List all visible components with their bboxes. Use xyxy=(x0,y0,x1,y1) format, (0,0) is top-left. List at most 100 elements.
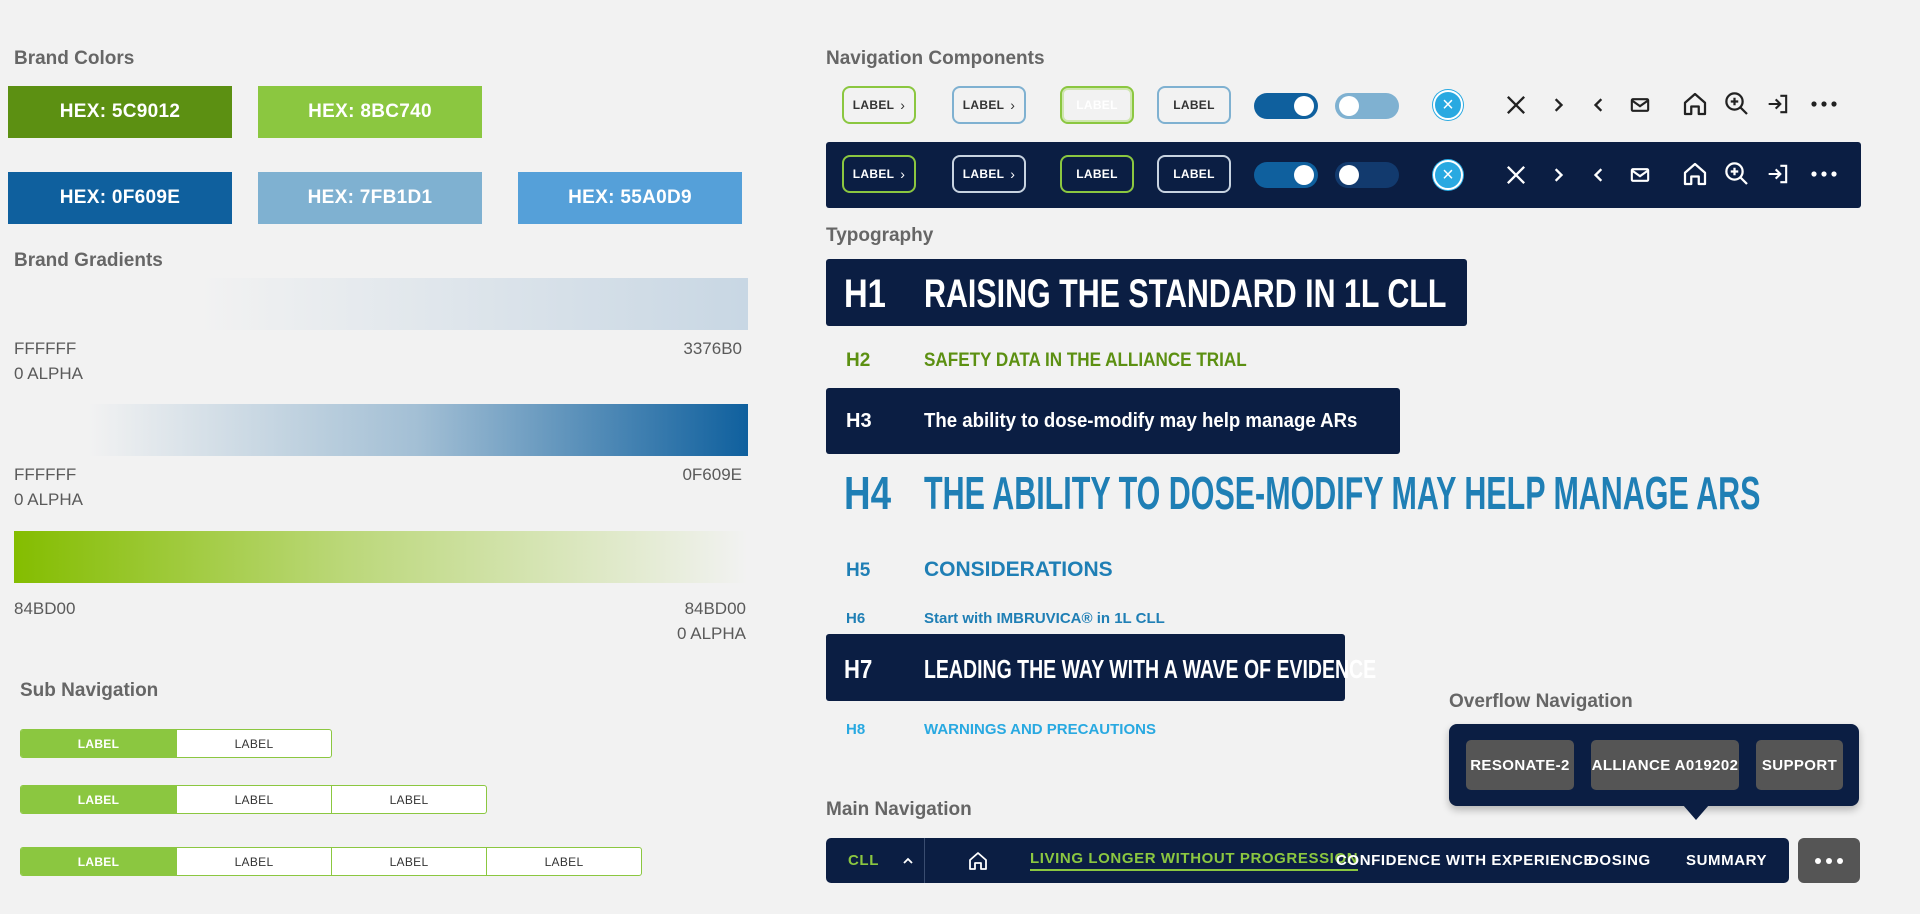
color-swatch-55a0d9: HEX: 55A0D9 xyxy=(518,172,742,224)
overflow-item-resonate-2[interactable]: RESONATE-2 xyxy=(1466,740,1574,790)
gradient-from-label: FFFFFF 0 ALPHA xyxy=(14,339,83,383)
exit-icon[interactable] xyxy=(1764,90,1792,118)
h8-tag: H8 xyxy=(846,721,866,738)
main-nav-item-summary[interactable]: SUMMARY xyxy=(1686,852,1768,869)
h1-sample-bar xyxy=(826,259,1467,326)
close-icon[interactable] xyxy=(1502,161,1530,189)
h2-tag: H2 xyxy=(846,350,871,371)
main-nav-bar: CLL LIVING LONGER WITHOUT PROGRESSION CO… xyxy=(826,838,1789,883)
divider xyxy=(924,838,925,883)
gradient-from-label: FFFFFF 0 ALPHA xyxy=(14,465,83,509)
label-button-green-chevron[interactable]: LABEL › xyxy=(842,86,916,124)
typography-title: Typography xyxy=(826,225,934,246)
chevron-right-icon: › xyxy=(1010,97,1016,113)
h3-tag: H3 xyxy=(846,410,872,432)
h7-sample-text: LEADING THE WAY WITH A WAVE OF EVIDENCE xyxy=(924,654,1377,684)
sub-nav-tab[interactable]: LABEL xyxy=(331,786,486,813)
home-icon[interactable] xyxy=(1680,89,1710,119)
label-button-white-dark[interactable]: LABEL xyxy=(1157,155,1231,193)
overflow-item-support[interactable]: SUPPORT xyxy=(1756,740,1843,790)
chevron-left-icon[interactable] xyxy=(1585,91,1613,119)
sub-nav-tab[interactable]: LABEL xyxy=(21,786,176,813)
h8-sample-text: WARNINGS AND PRECAUTIONS xyxy=(924,721,1156,738)
chevron-left-icon[interactable] xyxy=(1585,161,1613,189)
exit-icon[interactable] xyxy=(1764,160,1792,188)
gradient-to-label: 0F609E xyxy=(682,465,742,484)
zoom-in-icon[interactable] xyxy=(1722,89,1752,119)
gradient-bar-3376b0 xyxy=(14,278,748,330)
close-icon[interactable] xyxy=(1502,91,1530,119)
overflow-menu: RESONATE-2 ALLIANCE A019202 SUPPORT xyxy=(1449,724,1859,806)
gradient-bar-0f609e xyxy=(14,404,748,456)
label-button-blue-chevron[interactable]: LABEL › xyxy=(952,86,1026,124)
mail-icon[interactable] xyxy=(1626,161,1654,189)
color-swatch-8bc740: HEX: 8BC740 xyxy=(258,86,482,138)
sub-nav-tab[interactable]: LABEL xyxy=(176,786,331,813)
more-icon[interactable] xyxy=(1808,160,1840,188)
gradient-from-label: 84BD00 xyxy=(14,599,76,618)
toggle-on[interactable] xyxy=(1254,93,1318,119)
h7-sample-bar xyxy=(826,634,1345,701)
more-icon[interactable] xyxy=(1808,90,1840,118)
overflow-navigation-title: Overflow Navigation xyxy=(1449,691,1633,712)
label-button-green-active[interactable]: LABEL xyxy=(1060,86,1134,124)
main-nav-item-confidence[interactable]: CONFIDENCE WITH EXPERIENCE xyxy=(1336,852,1595,869)
color-swatch-0f609e: HEX: 0F609E xyxy=(8,172,232,224)
color-swatch-5c9012: HEX: 5C9012 xyxy=(8,86,232,138)
h6-sample-text: Start with IMBRUVICA® in 1L CLL xyxy=(924,610,1165,627)
overflow-menu-pointer xyxy=(1683,805,1709,820)
navigation-components-title: Navigation Components xyxy=(826,48,1045,69)
h1-sample-text: RAISING THE STANDARD IN 1L CLL xyxy=(924,272,1447,316)
color-swatch-7fb1d1: HEX: 7FB1D1 xyxy=(258,172,482,224)
h3-sample-text: The ability to dose-modify may help mana… xyxy=(924,410,1358,432)
chevron-up-icon xyxy=(901,854,915,868)
label-button-blue[interactable]: LABEL xyxy=(1157,86,1231,124)
zoom-in-icon[interactable] xyxy=(1722,159,1752,189)
more-button[interactable] xyxy=(1798,838,1860,883)
sub-nav-tab[interactable]: LABEL xyxy=(176,848,331,875)
main-nav-item-living-longer[interactable]: LIVING LONGER WITHOUT PROGRESSION xyxy=(1030,838,1359,883)
h6-tag: H6 xyxy=(846,610,866,627)
overflow-item-alliance[interactable]: ALLIANCE A019202 xyxy=(1591,740,1739,790)
chevron-right-icon: › xyxy=(1010,166,1016,182)
h3-sample-bar xyxy=(826,388,1400,454)
sub-nav-4: LABEL LABEL LABEL LABEL xyxy=(20,847,642,876)
close-circle-icon[interactable]: × xyxy=(1433,160,1463,190)
chevron-right-icon[interactable] xyxy=(1544,161,1572,189)
h4-tag: H4 xyxy=(844,467,892,519)
main-navigation-title: Main Navigation xyxy=(826,799,972,820)
h4-sample-text: THE ABILITY TO DOSE-MODIFY MAY HELP MANA… xyxy=(924,467,1761,519)
toggle-off[interactable] xyxy=(1335,93,1399,119)
label-button-green-dark[interactable]: LABEL xyxy=(1060,155,1134,193)
sub-nav-tab[interactable]: LABEL xyxy=(176,730,331,757)
brand-colors-title: Brand Colors xyxy=(14,48,135,69)
h5-tag: H5 xyxy=(846,560,871,581)
gradient-bar-84bd00 xyxy=(14,531,748,583)
cll-selector[interactable]: CLL xyxy=(848,838,915,883)
gradient-to-label: 3376B0 xyxy=(683,339,742,358)
toggle-off-dark[interactable] xyxy=(1335,162,1399,188)
chevron-right-icon: › xyxy=(900,97,906,113)
toggle-on-dark[interactable] xyxy=(1254,162,1318,188)
close-circle-icon[interactable]: × xyxy=(1433,90,1463,120)
label-button-white-chevron-dark[interactable]: LABEL › xyxy=(952,155,1026,193)
main-nav-item-dosing[interactable]: DOSING xyxy=(1588,852,1651,869)
label-button-green-chevron-dark[interactable]: LABEL › xyxy=(842,155,916,193)
sub-nav-tab[interactable]: LABEL xyxy=(21,848,176,875)
sub-nav-tab[interactable]: LABEL xyxy=(486,848,641,875)
chevron-right-icon[interactable] xyxy=(1544,91,1572,119)
gradient-to-label: 84BD00 0 ALPHA xyxy=(677,599,746,643)
sub-nav-tab[interactable]: LABEL xyxy=(21,730,176,757)
chevron-right-icon: › xyxy=(900,166,906,182)
sub-nav-tab[interactable]: LABEL xyxy=(331,848,486,875)
sub-nav-2: LABEL LABEL xyxy=(20,729,332,758)
more-icon xyxy=(1815,857,1821,864)
sub-navigation-title: Sub Navigation xyxy=(20,680,159,701)
sub-nav-3: LABEL LABEL LABEL xyxy=(20,785,487,814)
home-icon[interactable] xyxy=(1680,159,1710,189)
brand-gradients-title: Brand Gradients xyxy=(14,250,163,271)
home-icon[interactable] xyxy=(966,838,990,883)
mail-icon[interactable] xyxy=(1626,91,1654,119)
h1-tag: H1 xyxy=(844,272,886,316)
h7-tag: H7 xyxy=(844,654,873,684)
